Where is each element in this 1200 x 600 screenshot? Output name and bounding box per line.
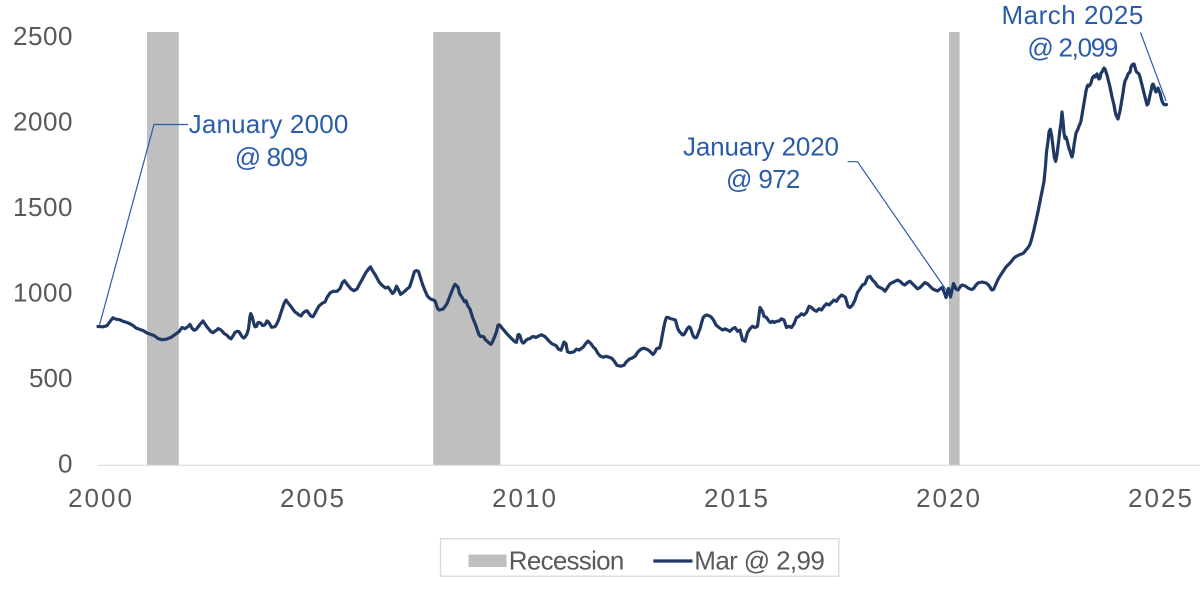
svg-text:500: 500: [29, 363, 73, 393]
svg-text:@ 2,099: @ 2,099: [1027, 33, 1118, 63]
svg-text:Recession: Recession: [509, 546, 625, 576]
svg-text:January 2000: January 2000: [189, 109, 349, 139]
svg-text:January 2020: January 2020: [683, 131, 839, 161]
svg-text:March 2025: March 2025: [1002, 0, 1144, 30]
svg-text:1000: 1000: [13, 277, 73, 307]
svg-text:2000: 2000: [13, 107, 73, 137]
svg-text:2500: 2500: [13, 21, 73, 51]
svg-text:@ 809: @ 809: [235, 142, 309, 172]
svg-text:1500: 1500: [13, 192, 73, 222]
svg-text:Mar @ 2,99: Mar @ 2,99: [694, 546, 825, 576]
svg-text:@ 972: @ 972: [726, 164, 800, 194]
svg-text:0: 0: [58, 448, 72, 478]
